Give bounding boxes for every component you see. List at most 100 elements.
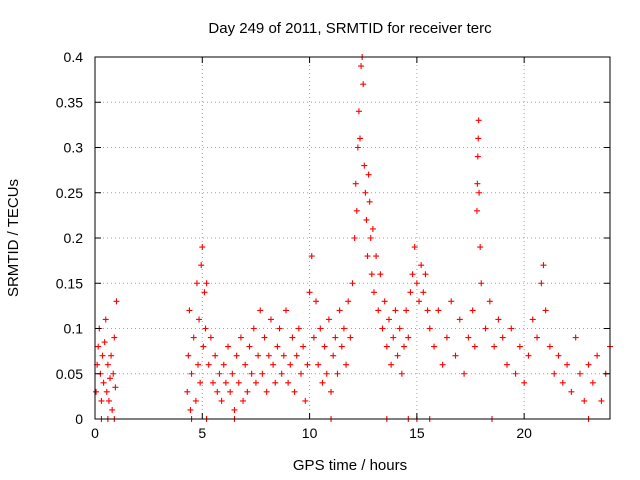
data-point: [240, 397, 247, 404]
data-point: [192, 397, 199, 404]
data-point: [200, 343, 207, 350]
data-point: [298, 370, 304, 377]
data-point: [332, 334, 339, 341]
data-point: [257, 307, 264, 314]
data-point: [210, 379, 217, 386]
data-point: [330, 352, 337, 359]
data-point: [302, 397, 309, 404]
data-point: [572, 334, 579, 341]
data-point: [188, 370, 195, 377]
data-point: [476, 189, 483, 196]
y-tick-label: 0.1: [64, 321, 84, 337]
data-point: [99, 352, 106, 359]
data-point: [349, 280, 356, 287]
data-point: [220, 361, 227, 368]
data-point: [112, 384, 119, 391]
data-point: [416, 298, 423, 305]
data-point: [280, 352, 287, 359]
data-point: [357, 135, 364, 142]
data-points: [93, 54, 613, 422]
data-point: [102, 316, 109, 323]
data-point: [95, 343, 102, 350]
data-point: [516, 343, 523, 350]
data-point: [187, 406, 194, 413]
data-point: [246, 343, 253, 350]
data-point: [104, 361, 111, 368]
data-point: [469, 307, 476, 314]
data-point: [525, 352, 532, 359]
data-point: [100, 379, 107, 386]
data-point: [214, 388, 221, 395]
data-point: [352, 180, 359, 187]
data-point: [508, 325, 515, 332]
data-point: [474, 153, 481, 160]
data-point: [347, 334, 354, 341]
data-point: [418, 262, 425, 269]
x-tick-label: 10: [302, 425, 318, 441]
data-point: [407, 289, 414, 296]
data-point: [555, 352, 562, 359]
data-point: [267, 316, 274, 323]
data-point: [276, 325, 283, 332]
data-point: [336, 307, 343, 314]
data-point: [190, 334, 197, 341]
data-point: [218, 397, 225, 404]
data-point: [343, 361, 350, 368]
data-point: [227, 388, 234, 395]
data-point: [401, 343, 407, 350]
data-point: [439, 361, 446, 368]
data-point: [233, 352, 240, 359]
axis-ticks: 0 5 10 15 20 0 0.05 0.1 0.15 0.2 0.25 0.3 0.35 0.4: [56, 49, 610, 441]
data-point: [364, 253, 371, 260]
data-point: [420, 289, 427, 296]
data-point: [435, 307, 442, 314]
data-point: [589, 379, 596, 386]
data-point: [244, 388, 251, 395]
data-point: [265, 352, 272, 359]
data-point: [310, 334, 317, 341]
data-point: [237, 334, 244, 341]
data-point: [186, 307, 193, 314]
data-point: [452, 352, 459, 359]
data-point: [443, 334, 450, 341]
data-point: [351, 235, 358, 241]
data-point: [231, 406, 238, 413]
data-point: [199, 244, 206, 251]
data-point: [103, 388, 110, 395]
data-point: [542, 307, 549, 314]
data-point: [193, 280, 200, 287]
data-point: [101, 339, 108, 346]
data-point: [362, 189, 369, 196]
data-point: [564, 361, 571, 368]
data-point: [388, 361, 395, 368]
data-point: [212, 352, 219, 359]
data-point: [504, 361, 510, 368]
data-point: [426, 325, 433, 332]
data-point: [205, 361, 212, 368]
data-point: [328, 388, 335, 395]
data-point: [478, 280, 485, 287]
data-point: [242, 361, 249, 368]
data-point: [108, 352, 115, 359]
data-point: [540, 262, 547, 269]
data-point: [482, 325, 489, 332]
data-point: [411, 244, 418, 251]
data-point: [367, 235, 374, 241]
data-point: [304, 361, 311, 368]
data-point: [289, 334, 296, 341]
y-tick-label: 0: [75, 411, 83, 427]
data-point: [105, 397, 112, 404]
x-tick-label: 0: [91, 425, 99, 441]
data-point: [424, 307, 431, 314]
data-point: [293, 352, 300, 359]
y-tick-label: 0.4: [64, 49, 84, 65]
data-point: [390, 334, 397, 341]
data-point: [394, 352, 401, 359]
data-point: [248, 370, 255, 377]
data-point: [93, 388, 100, 395]
data-point: [263, 388, 270, 395]
data-point: [598, 397, 605, 404]
data-point: [373, 253, 380, 260]
data-point: [431, 343, 438, 350]
data-point: [585, 361, 592, 368]
